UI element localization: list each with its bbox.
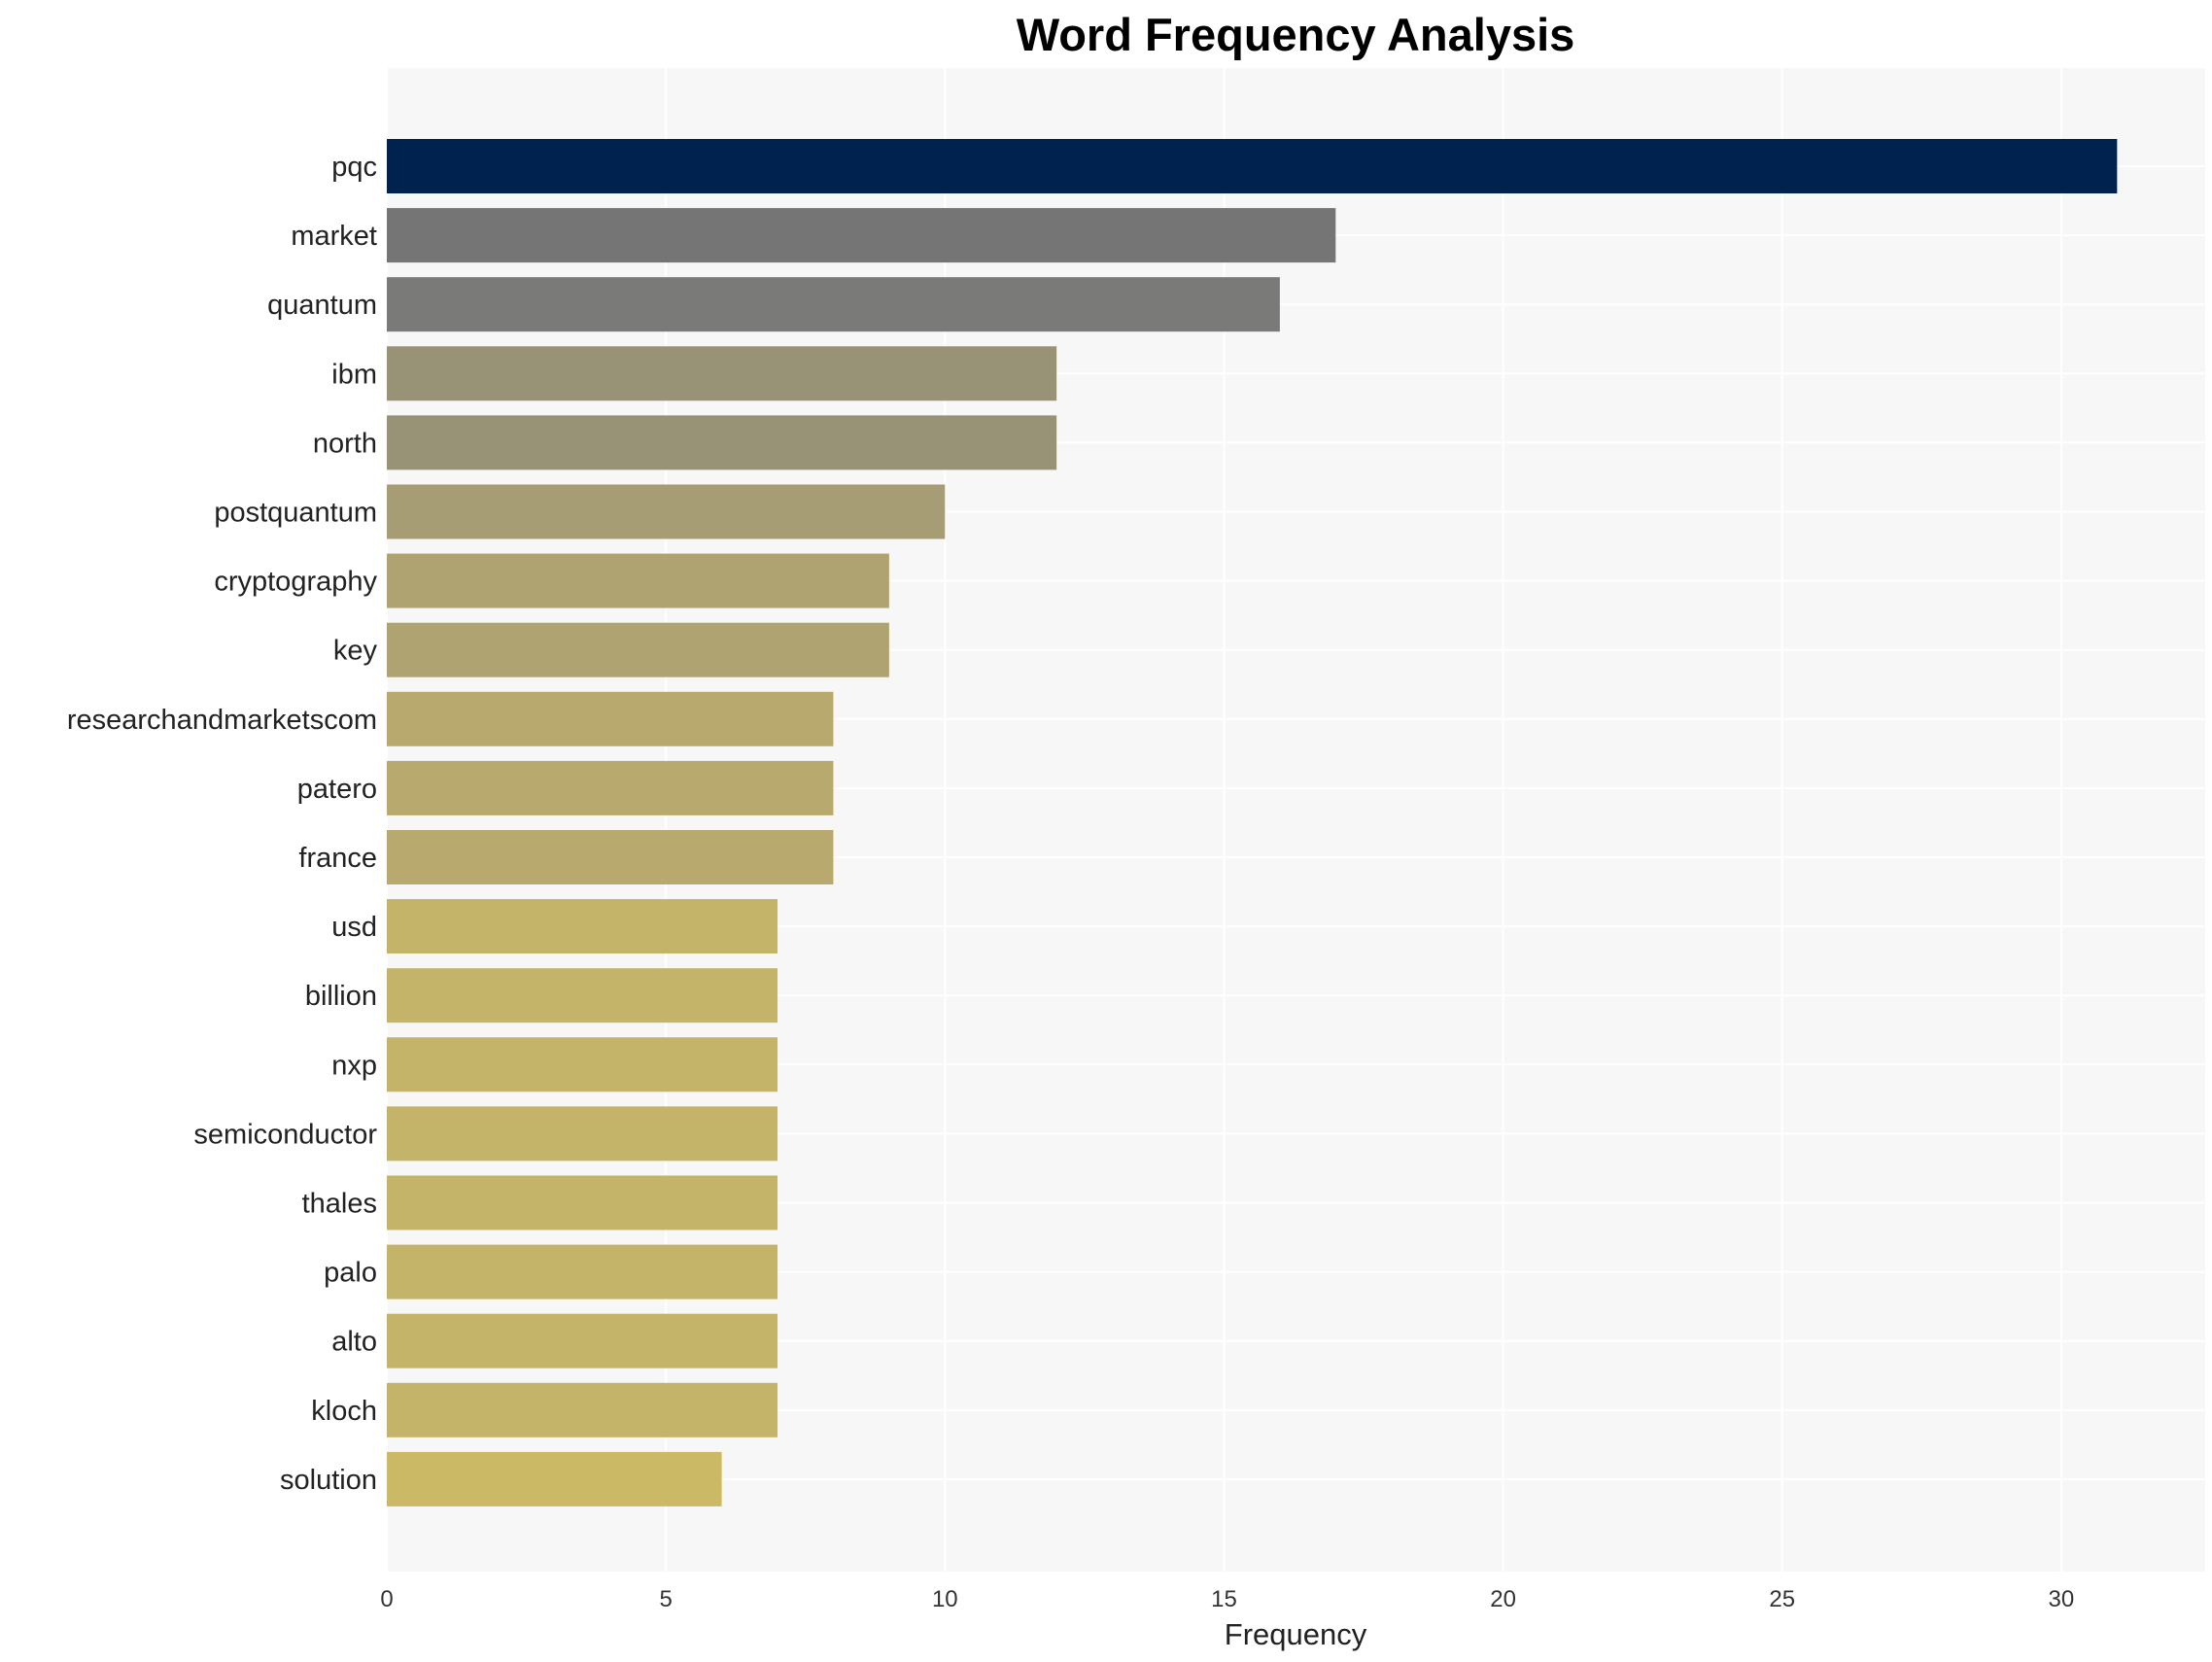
y-tick-labels: pqc market quantum ibm north postquantum crypt… — [67, 152, 378, 1496]
y-tick-label: north — [313, 428, 377, 459]
bar-quantum — [387, 277, 1280, 332]
chart-title: Word Frequency Analysis — [1017, 9, 1575, 60]
x-tick-labels: 0 5 10 15 20 25 30 — [380, 1586, 2074, 1612]
y-tick-label: researchandmarketscom — [67, 705, 377, 736]
bar-patero — [387, 760, 834, 815]
y-tick-label: thales — [302, 1189, 377, 1220]
y-tick-label: kloch — [311, 1396, 377, 1427]
bar-postquantum — [387, 484, 946, 539]
bar-nxp — [387, 1037, 778, 1092]
bar-usd — [387, 899, 778, 954]
y-tick-label: market — [291, 221, 377, 252]
x-tick-label: 0 — [380, 1586, 393, 1612]
bar-solution — [387, 1451, 722, 1506]
x-tick-label: 30 — [2049, 1586, 2075, 1612]
bar-ibm — [387, 346, 1057, 401]
y-tick-label: patero — [297, 774, 377, 805]
y-tick-label: nxp — [331, 1050, 377, 1081]
bar-semiconductor — [387, 1106, 778, 1161]
bar-cryptography — [387, 553, 889, 608]
bar-researchandmarketscom — [387, 691, 834, 746]
bars — [387, 139, 2118, 1506]
y-tick-label: billion — [305, 981, 377, 1012]
bar-kloch — [387, 1382, 778, 1437]
bar-key — [387, 622, 889, 677]
y-tick-label: key — [333, 636, 378, 667]
bar-thales — [387, 1175, 778, 1230]
y-tick-label: quantum — [267, 290, 377, 321]
y-tick-label: palo — [324, 1258, 377, 1289]
x-axis-label: Frequency — [1225, 1617, 1367, 1651]
bar-pqc — [387, 139, 2118, 193]
y-tick-label: usd — [331, 912, 377, 943]
bar-france — [387, 830, 834, 884]
bar-palo — [387, 1244, 778, 1299]
x-tick-label: 10 — [932, 1586, 958, 1612]
y-tick-label: postquantum — [214, 498, 377, 529]
x-tick-label: 20 — [1490, 1586, 1516, 1612]
bar-market — [387, 208, 1336, 263]
x-tick-label: 25 — [1769, 1586, 1795, 1612]
y-tick-label: pqc — [331, 152, 377, 183]
y-tick-label: ibm — [331, 359, 377, 390]
x-tick-label: 15 — [1211, 1586, 1237, 1612]
bar-alto — [387, 1313, 778, 1368]
y-tick-label: alto — [331, 1327, 377, 1358]
y-tick-label: france — [298, 843, 377, 874]
y-tick-label: semiconductor — [193, 1119, 377, 1150]
y-tick-label: cryptography — [214, 567, 377, 598]
x-tick-label: 5 — [659, 1586, 672, 1612]
y-tick-label: solution — [280, 1465, 377, 1496]
bar-billion — [387, 968, 778, 1023]
bar-north — [387, 415, 1057, 470]
